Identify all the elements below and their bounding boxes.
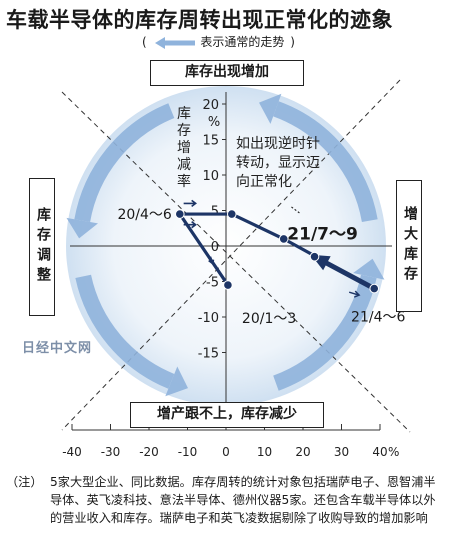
annotation-line: 转动，显示迈: [236, 155, 320, 171]
cycle-arrows: [66, 93, 385, 397]
y-axis-label-char: 库: [177, 106, 191, 122]
y-axis-label-char: 增: [177, 140, 191, 156]
series-segment: [178, 212, 230, 287]
y-tick-label: 10: [202, 169, 219, 184]
y-tick-label: -15: [198, 347, 219, 362]
direction-arrow-icon: [348, 290, 361, 298]
cycle-arrow-lower-left-head: [165, 366, 188, 397]
y-tick-label: 5: [211, 205, 219, 220]
cycle-arrow-upper-left-head: [66, 217, 98, 239]
cycle-arrow-upper-left: [74, 103, 175, 223]
x-tick-label: -10: [178, 445, 198, 459]
x-tick-label: -30: [101, 445, 121, 459]
y-axis-label-char: 率: [177, 173, 191, 190]
cycle-arrow-lower-right-head: [353, 258, 385, 280]
series-segment: [230, 212, 286, 241]
data-point: [175, 209, 185, 219]
y-axis-label-char: 存: [177, 123, 191, 139]
y-tick-label: 15: [202, 134, 219, 149]
axes: -40 -30 -20 -10 0 10 20 30 40 % 20 15 10 5 0 -5 -10 -15% 库…: [62, 92, 399, 459]
quadrant-label-right: 增大库存: [396, 180, 422, 312]
data-point: [369, 283, 380, 294]
x-tick-label: -40: [62, 445, 82, 459]
y-tick-label: -5: [206, 276, 219, 291]
x-tick-label: 0: [222, 445, 230, 459]
direction-arrow-icon: [183, 221, 197, 229]
x-tick-label: -20: [139, 445, 159, 459]
cycle-arrow-lower-right: [273, 274, 377, 391]
x-tick-label: 10: [257, 445, 272, 459]
x-tick-label: 40: [372, 445, 387, 459]
diagonal-line-2: [61, 79, 401, 431]
quadrant-label-bottom: 增产跟不上，库存减少: [130, 402, 324, 428]
legend-arrow-icon: [154, 36, 195, 49]
legend-text: 表示通常的走势: [200, 35, 285, 49]
cycle-arrow-upper-right-head: [259, 93, 282, 124]
cycle-arrow-lower-left: [75, 274, 175, 389]
chart-title: 车载半导体的库存周转出现正常化的迹象: [6, 8, 393, 32]
data-point: [223, 280, 233, 290]
data-series: [175, 199, 380, 298]
data-point: [226, 209, 237, 219]
watermark-logo: 日经中文网: [22, 341, 93, 356]
y-tick-label: -10: [198, 311, 219, 326]
footnote-text: 5家大型企业、同比数据。库存周转的统计对象包括瑞萨电子、恩智浦半导体、英飞凌科技…: [50, 475, 436, 525]
quadrant-label-left: 库存调整: [29, 178, 55, 316]
annotation-line: 如出现逆时针: [236, 136, 320, 152]
footnote-label: （注）: [6, 475, 43, 489]
x-tick-label: 30: [334, 445, 349, 459]
data-point: [309, 251, 320, 262]
legend: ( 表示通常的走势 ): [140, 33, 297, 50]
footnote: （注） 5家大型企业、同比数据。库存周转的统计对象包括瑞萨电子、恩智浦半导体、英…: [6, 473, 446, 527]
point-label: 20/4～6: [117, 207, 171, 223]
y-axis-label-char: 减: [177, 157, 191, 173]
point-label: 21/7～9: [287, 225, 358, 245]
point-labels: 20/1～3 20/4～6 21/4～6 21/7～9: [117, 207, 405, 327]
x-tick-label: 20: [295, 445, 310, 459]
y-tick-label: 20: [202, 98, 219, 113]
y-unit-label: %: [208, 115, 220, 130]
quadrant-label-top: 库存出现增加: [150, 60, 304, 86]
x-unit-label: %: [388, 445, 399, 459]
data-point: [278, 234, 289, 244]
point-label: 20/1～3: [242, 311, 296, 327]
direction-arrow-icon: [208, 256, 215, 265]
y-tick-label: 0: [211, 240, 219, 255]
cycle-arrow-upper-right: [273, 101, 378, 223]
annotation-line: 向正常化: [236, 174, 292, 190]
point-label: 21/4～6: [351, 310, 405, 326]
legend-open-paren: (: [142, 35, 147, 49]
leader-line: [291, 206, 300, 214]
legend-close-paren: ): [290, 35, 295, 49]
direction-arrow-icon: [183, 199, 197, 208]
